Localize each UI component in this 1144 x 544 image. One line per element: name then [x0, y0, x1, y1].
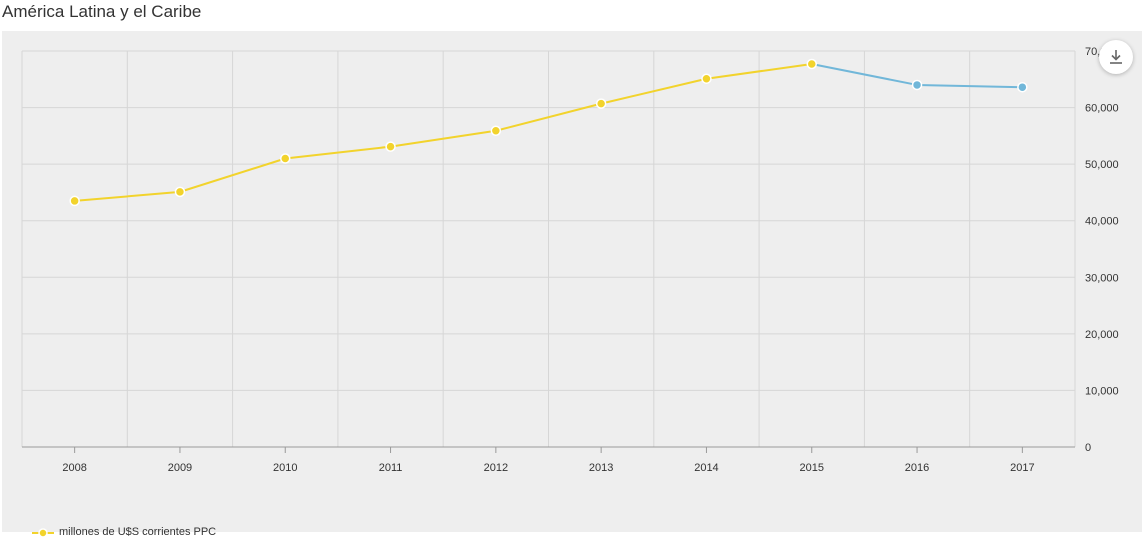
legend-item[interactable]: millones de U$S corrientes PPC — [32, 526, 216, 538]
data-point — [280, 153, 291, 164]
y-tick-label: 60,000 — [1085, 103, 1119, 115]
tick-labels: 010,00020,00030,00040,00050,00060,00070,… — [62, 46, 1118, 474]
download-button[interactable] — [1099, 40, 1133, 74]
download-icon — [1110, 50, 1122, 64]
data-point — [69, 195, 80, 207]
page-title: América Latina y el Caribe — [2, 2, 202, 21]
series-line-segment — [284, 145, 392, 160]
series-line-segment — [705, 63, 813, 80]
y-tick-label: 50,000 — [1085, 159, 1119, 171]
data-point — [385, 141, 396, 152]
series-line-segment — [494, 102, 603, 132]
x-tick-label: 2010 — [273, 462, 297, 474]
x-tick-label: 2013 — [589, 462, 613, 474]
data-point — [911, 79, 923, 91]
data-point — [701, 73, 712, 84]
series-line-segment — [73, 190, 181, 202]
line-chart: 010,00020,00030,00040,00050,00060,00070,… — [21, 46, 1119, 474]
x-tick-label: 2016 — [905, 462, 929, 474]
x-tick-label: 2017 — [1010, 462, 1034, 474]
x-tick-label: 2009 — [168, 462, 192, 474]
legend-label: millones de U$S corrientes PPC — [59, 526, 217, 538]
series-line-segment — [916, 83, 1024, 89]
grid-layer — [21, 50, 1076, 447]
series-line-segment — [810, 63, 919, 86]
series-line-segment — [178, 157, 287, 193]
series-line — [73, 63, 1024, 202]
data-point — [806, 58, 817, 70]
series-points — [69, 58, 1028, 207]
y-tick-label: 20,000 — [1085, 329, 1119, 341]
data-point — [174, 186, 186, 198]
y-tick-label: 0 — [1085, 442, 1091, 454]
data-point — [1017, 81, 1028, 93]
chart-panel: 010,00020,00030,00040,00050,00060,00070,… — [2, 31, 1142, 538]
x-tick-label: 2015 — [800, 462, 824, 474]
series-line-segment — [389, 129, 497, 148]
axis-layer — [22, 446, 1075, 453]
y-tick-label: 10,000 — [1085, 385, 1119, 397]
x-tick-label: 2014 — [694, 462, 718, 474]
x-tick-label: 2012 — [484, 462, 508, 474]
series-line-segment — [600, 77, 708, 105]
data-point — [595, 98, 607, 109]
data-point — [490, 125, 502, 137]
y-tick-label: 40,000 — [1085, 216, 1119, 228]
y-tick-label: 30,000 — [1085, 272, 1119, 284]
x-tick-label: 2008 — [62, 462, 86, 474]
x-tick-label: 2011 — [379, 462, 403, 474]
legend-marker — [32, 526, 54, 538]
